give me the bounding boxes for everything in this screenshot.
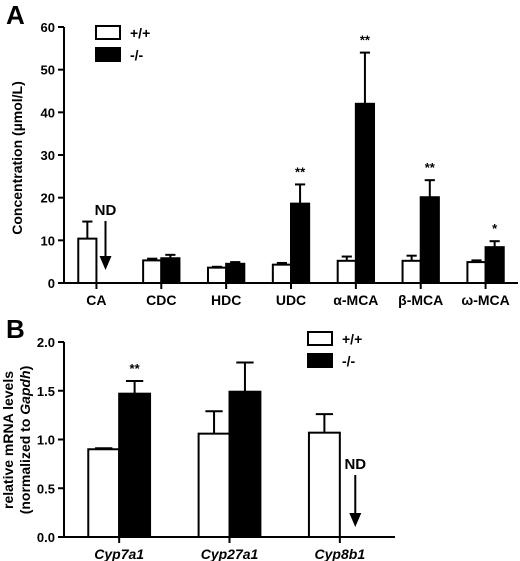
y-axis-title-a: Concentration (µmol/L)	[9, 81, 25, 235]
nd-annotation: ND	[344, 456, 366, 473]
x-tick-label: CA	[86, 292, 106, 308]
subtitle-gene: Gapdh	[17, 370, 33, 414]
x-tick-label: HDC	[211, 292, 241, 308]
y-tick-label: 0	[48, 276, 55, 291]
bar	[225, 262, 246, 284]
bar	[336, 259, 357, 284]
bar	[77, 237, 98, 284]
y-tick-label: 1.0	[37, 433, 55, 448]
nd-annotation: ND	[95, 202, 117, 219]
y-tick-label: 1.5	[37, 384, 55, 399]
y-tick-label: 0.0	[37, 530, 55, 545]
bar	[290, 202, 311, 284]
legend-label: -/-	[342, 353, 356, 369]
bar	[160, 257, 181, 284]
panel-a-letter: A	[6, 0, 25, 30]
x-tick-label: Cyp8b1	[315, 546, 366, 561]
y-tick-label: 10	[41, 233, 55, 248]
legend-label: +/+	[342, 331, 362, 347]
subtitle-prefix: (normalized to	[17, 415, 33, 515]
bar	[307, 431, 341, 538]
y-axis-title-b: relative mRNA levels	[0, 371, 16, 509]
panel-b-letter: B	[6, 314, 25, 344]
legend-swatch	[95, 25, 121, 40]
bar	[197, 432, 231, 538]
x-tick-label: Cyp27a1	[201, 546, 259, 561]
bar	[466, 261, 487, 284]
y-tick-label: 0.5	[37, 481, 55, 496]
legend-swatch	[307, 353, 333, 368]
bar	[206, 266, 228, 285]
bar	[419, 196, 440, 285]
bar	[484, 246, 505, 285]
x-tick-label: Cyp7a1	[94, 546, 144, 561]
subtitle-suffix: )	[17, 366, 33, 371]
nd-arrow-head	[99, 256, 112, 270]
y-tick-label: 20	[41, 191, 55, 206]
y-tick-label: 60	[41, 20, 55, 35]
bar	[401, 259, 422, 284]
bar	[354, 102, 376, 284]
panel-b-chart: 0.0 0.5 1.0 1.5 2.0 Cyp7a1 ** Cyp27a1 Cyp8b1 ND +/…	[37, 331, 395, 561]
y-tick-label: 50	[41, 63, 55, 78]
bar	[228, 390, 262, 538]
y-tick-label: 30	[41, 148, 55, 163]
significance-label: *	[492, 221, 498, 236]
legend-swatch	[307, 331, 333, 346]
bar	[87, 448, 121, 538]
nd-arrow-head	[349, 513, 362, 527]
x-tick-label: β-MCA	[398, 292, 443, 308]
x-tick-label: UDC	[276, 292, 306, 308]
y-axis-subtitle-b: (normalized to Gapdh)	[17, 366, 33, 515]
significance-label: **	[360, 33, 371, 48]
legend-label: -/-	[130, 47, 144, 63]
bar	[142, 259, 163, 284]
y-tick-label: 2.0	[37, 335, 55, 350]
legend-label: +/+	[130, 25, 150, 41]
x-tick-label: ω-MCA	[461, 292, 509, 308]
y-tick-label: 40	[41, 105, 55, 120]
significance-label: **	[295, 164, 306, 179]
significance-label: **	[130, 361, 141, 376]
significance-label: **	[425, 160, 436, 175]
bar	[271, 263, 292, 284]
legend-swatch	[95, 47, 121, 62]
x-tick-label: CDC	[146, 292, 176, 308]
x-tick-label: α-MCA	[333, 292, 378, 308]
bar	[118, 392, 152, 538]
